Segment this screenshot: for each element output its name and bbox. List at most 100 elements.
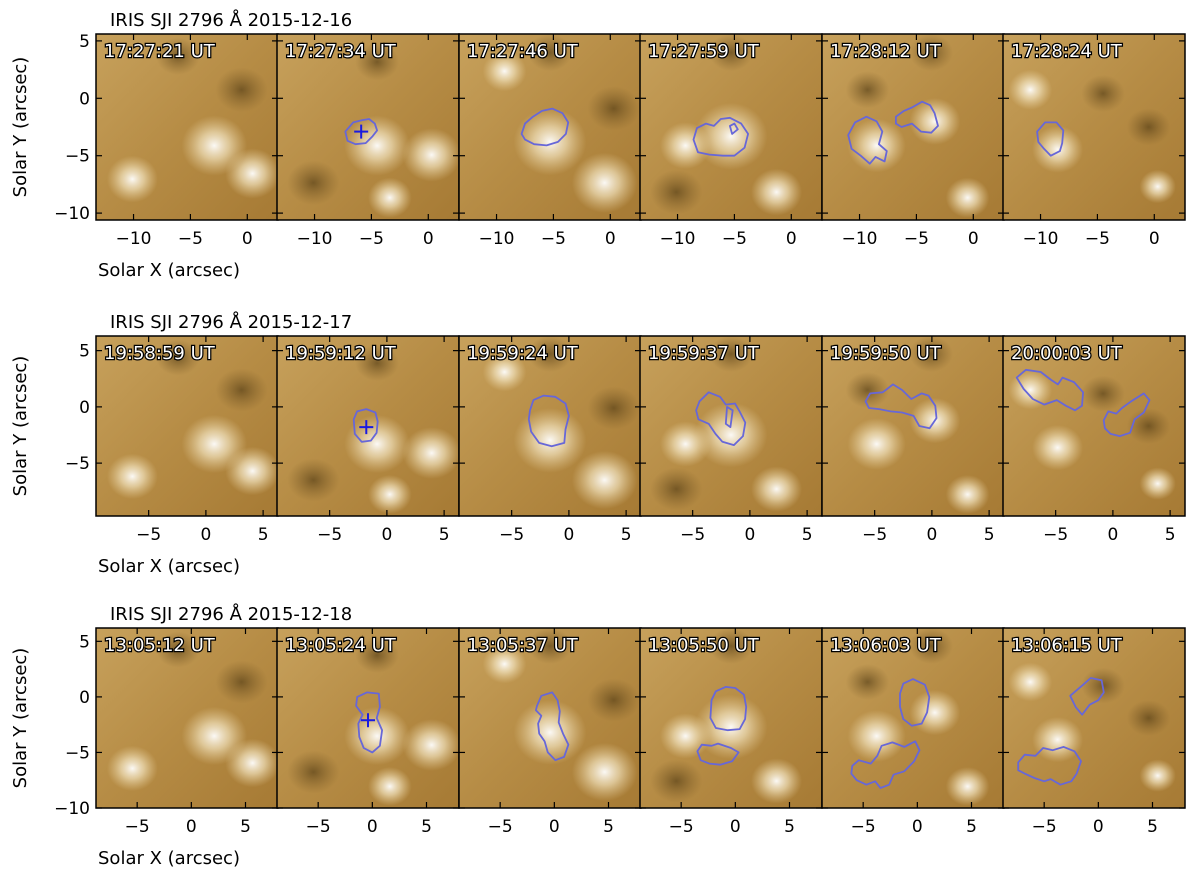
image-panel: 13:06:03 UT −5 0 5 [821,627,1005,837]
tick-marks [277,628,459,809]
y-axis-label: Solar Y (arcsec) [10,356,31,497]
timestamp-label: 19:59:50 UT [830,343,942,364]
brightening-contour [1069,677,1105,716]
x-tick-label: 5 [984,525,995,545]
x-tick-label: −5 [1043,525,1068,545]
timestamp-label: 19:59:24 UT [467,343,579,364]
tick-marks [640,34,822,220]
x-tick-label: 0 [549,817,560,837]
y-tick-label: 0 [79,89,90,109]
sji-image [640,628,822,808]
timestamp-label: 17:27:21 UT [104,41,216,62]
plus-marker [361,713,375,728]
x-tick-label: −5 [359,229,384,249]
x-tick-label: 0 [730,817,741,837]
sji-image [1003,34,1185,220]
tick-marks [1003,336,1185,516]
image-panel: 13:05:12 UT −5 0 5 −10 −5 0 5 [54,627,279,837]
timestamp-label: 13:06:03 UT [830,635,942,656]
row-title: IRIS SJI 2796 Å 2015-12-17 [110,311,352,333]
x-tick-label: 0 [423,229,434,249]
sji-image [96,336,278,516]
timestamp-label: 13:05:37 UT [467,635,579,656]
x-tick-label: −10 [297,229,333,249]
sji-image [1003,336,1185,516]
sji-image [459,34,641,220]
x-tick-label: 0 [242,229,253,249]
timestamp-label: 19:58:59 UT [104,343,216,364]
figure-row-1: IRIS SJI 2796 Å 2015-12-16 17:27:21 UT −10… [10,9,1186,281]
sji-image [640,336,822,516]
brightening-contour [847,115,888,165]
image-panel: 19:58:59 UT −5 0 5 −5 0 5 [65,335,279,545]
x-axis-label: Solar X (arcsec) [98,848,240,869]
sji-image [277,34,459,220]
panel-frame [1002,33,1186,221]
x-tick-label: 0 [1149,229,1160,249]
x-tick-label: 5 [603,817,614,837]
brightening-contour [724,405,734,429]
tick-marks [277,34,459,220]
sji-image [1003,628,1185,808]
x-tick-label: −5 [488,817,513,837]
row-title: IRIS SJI 2796 Å 2015-12-18 [110,603,352,625]
x-axis-label: Solar X (arcsec) [98,260,240,281]
brightening-contour [1017,746,1082,786]
timestamp-label: 19:59:37 UT [648,343,760,364]
timestamp-label: 13:05:24 UT [285,635,397,656]
figure-row-2: IRIS SJI 2796 Å 2015-12-17 19:58:59 UT −5 0… [10,311,1186,577]
x-tick-label: 0 [186,817,197,837]
image-panel: 19:59:37 UT −5 0 5 [639,335,823,545]
x-tick-label: −5 [862,525,887,545]
sji-image [277,336,459,516]
x-tick-label: −5 [306,817,331,837]
x-tick-label: 5 [439,525,450,545]
x-tick-label: 5 [1147,817,1158,837]
timestamp-label: 17:28:12 UT [830,41,942,62]
row-title: IRIS SJI 2796 Å 2015-12-16 [110,9,352,31]
brightening-contour [895,100,939,134]
image-panel: 17:27:59 UT −10 −5 0 [639,33,823,249]
x-tick-label: −5 [1032,817,1057,837]
y-tick-label: 0 [79,398,90,418]
tick-marks [1003,628,1185,809]
timestamp-label: 17:27:59 UT [648,41,760,62]
x-tick-label: 0 [200,525,211,545]
image-panel: 17:27:21 UT −10 −5 0 −10 −5 0 5 [54,32,279,249]
x-tick-label: −10 [1023,229,1059,249]
x-tick-label: 0 [744,525,755,545]
x-tick-label: 5 [421,817,432,837]
sji-image [277,628,459,808]
image-panel: 19:59:50 UT −5 0 5 [821,335,1005,545]
x-tick-label: −5 [541,229,566,249]
x-tick-label: 5 [240,817,251,837]
x-tick-label: −5 [669,817,694,837]
x-tick-label: −5 [125,817,150,837]
panel-frame [1002,335,1186,517]
y-tick-label: 0 [79,688,90,708]
brightening-contour [850,740,921,789]
tick-marks [1003,34,1185,220]
x-tick-label: 0 [786,229,797,249]
brightening-contour [729,122,739,135]
image-panel: 20:00:03 UT −5 0 5 [1002,335,1186,545]
timestamp-label: 13:06:15 UT [1011,635,1123,656]
x-tick-label: −5 [178,229,203,249]
x-tick-label: 0 [605,229,616,249]
y-tick-label: −10 [54,204,90,224]
x-tick-label: −5 [499,525,524,545]
x-tick-label: 0 [1107,525,1118,545]
brightening-contour [355,691,384,754]
brightening-contour [520,107,570,147]
y-axis-label: Solar Y (arcsec) [10,57,31,198]
plus-marker [354,124,369,139]
sji-image [459,336,641,516]
y-axis-label: Solar Y (arcsec) [10,648,31,789]
x-tick-label: 0 [1093,817,1104,837]
x-tick-label: 0 [563,525,574,545]
x-tick-label: 0 [968,229,979,249]
timestamp-label: 20:00:03 UT [1011,343,1123,364]
figure-row-3: IRIS SJI 2796 Å 2015-12-18 13:05:12 UT −5 0… [10,603,1186,869]
x-tick-label: 5 [784,817,795,837]
